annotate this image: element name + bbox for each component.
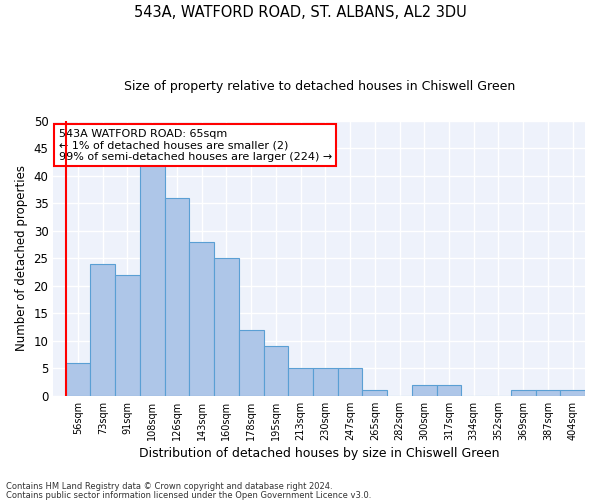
- Bar: [263, 346, 288, 396]
- Bar: [239, 330, 263, 396]
- Text: Contains public sector information licensed under the Open Government Licence v3: Contains public sector information licen…: [6, 490, 371, 500]
- Bar: [313, 368, 338, 396]
- Bar: [190, 242, 214, 396]
- Bar: [560, 390, 585, 396]
- Y-axis label: Number of detached properties: Number of detached properties: [15, 165, 28, 351]
- Text: Contains HM Land Registry data © Crown copyright and database right 2024.: Contains HM Land Registry data © Crown c…: [6, 482, 332, 491]
- Bar: [214, 258, 239, 396]
- Bar: [511, 390, 536, 396]
- Bar: [437, 385, 461, 396]
- Bar: [338, 368, 362, 396]
- Text: 543A WATFORD ROAD: 65sqm
← 1% of detached houses are smaller (2)
99% of semi-det: 543A WATFORD ROAD: 65sqm ← 1% of detache…: [59, 129, 332, 162]
- Bar: [91, 264, 115, 396]
- Text: 543A, WATFORD ROAD, ST. ALBANS, AL2 3DU: 543A, WATFORD ROAD, ST. ALBANS, AL2 3DU: [134, 5, 466, 20]
- Bar: [164, 198, 190, 396]
- Bar: [412, 385, 437, 396]
- Bar: [536, 390, 560, 396]
- Bar: [65, 363, 91, 396]
- X-axis label: Distribution of detached houses by size in Chiswell Green: Distribution of detached houses by size …: [139, 447, 499, 460]
- Bar: [115, 274, 140, 396]
- Bar: [288, 368, 313, 396]
- Title: Size of property relative to detached houses in Chiswell Green: Size of property relative to detached ho…: [124, 80, 515, 93]
- Bar: [140, 164, 164, 396]
- Bar: [362, 390, 387, 396]
